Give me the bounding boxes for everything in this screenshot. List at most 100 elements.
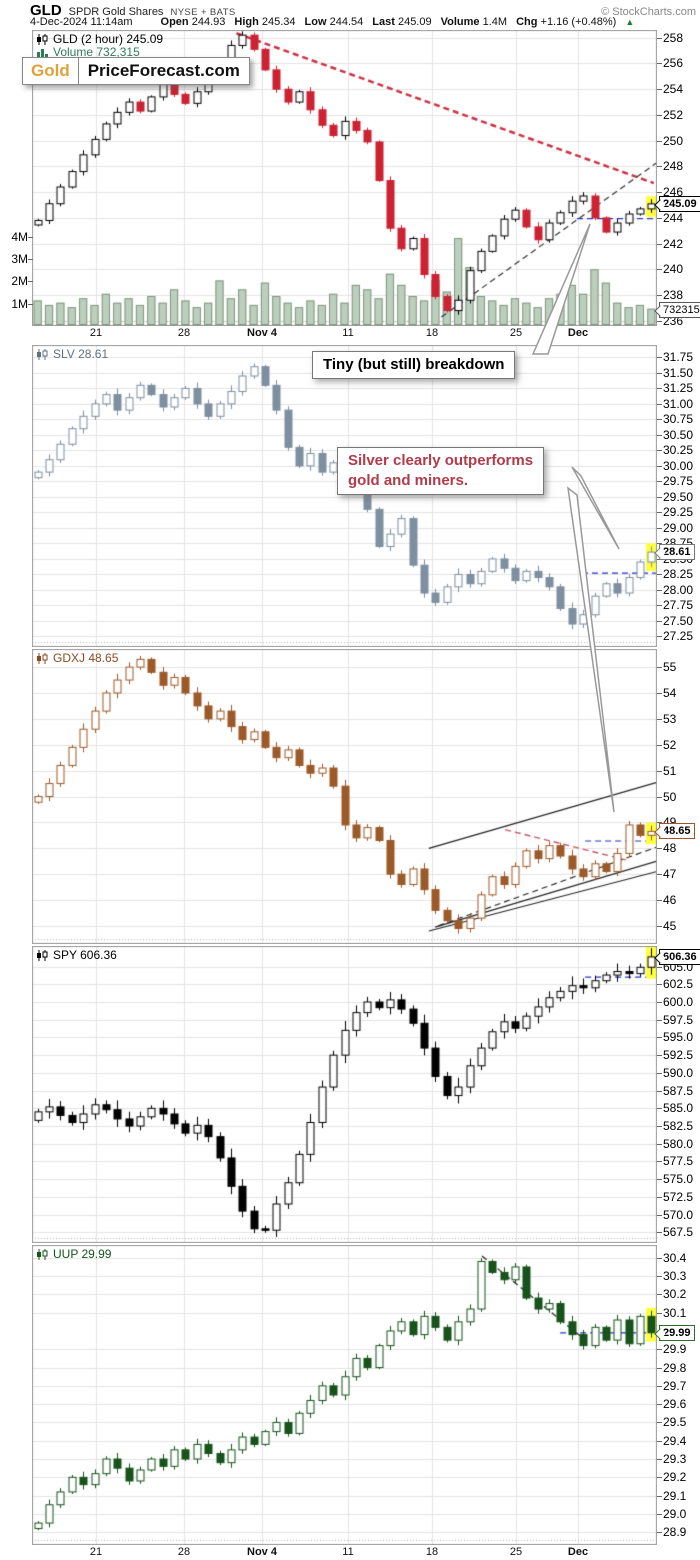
y-axis-label: 54 bbox=[663, 686, 677, 700]
y-axis-label: 572.5 bbox=[663, 1190, 694, 1204]
y-axis-tick-mark bbox=[657, 388, 662, 389]
y-axis-label: 29.3 bbox=[663, 1452, 687, 1466]
y-axis-tick-mark bbox=[657, 1368, 662, 1369]
volume-value: 1.4M bbox=[482, 16, 508, 28]
breakdown-annotation-text: Tiny (but still) breakdown bbox=[323, 356, 505, 373]
volume-axis-label: 4M bbox=[11, 230, 28, 244]
quote-datetime: 4-Dec-2024 11:14am bbox=[30, 16, 133, 28]
y-axis-label: 29.9 bbox=[663, 1342, 687, 1356]
quote-line: 4-Dec-2024 11:14am Open 244.93 High 245.… bbox=[30, 16, 634, 28]
y-axis-tick-mark bbox=[657, 605, 662, 606]
gdxj-panel-canvas bbox=[32, 649, 657, 944]
x-axis-label: 25 bbox=[509, 1546, 523, 1558]
y-axis-tick-mark bbox=[657, 797, 662, 798]
y-axis-label: 50 bbox=[663, 790, 677, 804]
y-axis-tick-mark bbox=[657, 1496, 662, 1497]
low-value: 244.54 bbox=[329, 16, 364, 28]
y-axis-tick-mark bbox=[657, 38, 662, 39]
candlestick-icon bbox=[37, 34, 48, 45]
y-axis-label: 31.25 bbox=[663, 381, 694, 395]
x-axis-label: 25 bbox=[509, 327, 523, 339]
y-axis-label: 55 bbox=[663, 660, 677, 674]
y-axis-tick-mark bbox=[657, 1179, 662, 1180]
y-axis-label: 240 bbox=[663, 262, 684, 276]
y-axis-tick-mark bbox=[657, 667, 662, 668]
y-axis-tick-mark bbox=[657, 466, 662, 467]
y-axis-label: 29.75 bbox=[663, 474, 694, 488]
gdxj-legend-text: GDXJ 48.65 bbox=[53, 651, 119, 665]
y-axis-label: 31.00 bbox=[663, 397, 694, 411]
x-axis-label: 18 bbox=[425, 1546, 439, 1558]
y-axis-label: 30.4 bbox=[663, 1251, 687, 1265]
volume-axis-tick-mark bbox=[28, 237, 33, 238]
quote-open: Open 244.93 bbox=[161, 16, 226, 28]
y-axis-label: 595.0 bbox=[663, 1030, 694, 1044]
y-axis-label: 252 bbox=[663, 108, 684, 122]
x-axis-label: 11 bbox=[342, 1546, 354, 1558]
y-axis-tick-mark bbox=[657, 166, 662, 167]
candlestick-icon bbox=[37, 1249, 48, 1260]
y-axis-label: 244 bbox=[663, 211, 684, 225]
y-axis-label: 30.50 bbox=[663, 428, 694, 442]
silver-annotation-line2: gold and miners. bbox=[348, 472, 469, 489]
y-axis-tick-mark bbox=[657, 115, 662, 116]
quote-last: Last 245.09 bbox=[372, 16, 431, 28]
y-axis-label: 256 bbox=[663, 56, 684, 70]
ticker-name: SPDR Gold Shares bbox=[68, 6, 164, 18]
x-axis-label: Dec bbox=[567, 327, 589, 339]
volume-axis-tick-mark bbox=[28, 281, 33, 282]
open-value: 244.93 bbox=[191, 16, 226, 28]
y-axis-tick-mark bbox=[657, 1091, 662, 1092]
gdxj-last-price-label: 48.65 bbox=[659, 823, 695, 839]
slv-last-price-label: 28.61 bbox=[659, 544, 695, 560]
y-axis-tick-mark bbox=[657, 1514, 662, 1515]
open-label: Open bbox=[160, 16, 189, 28]
y-axis-tick-mark bbox=[657, 1349, 662, 1350]
y-axis-label: 46 bbox=[663, 893, 677, 907]
y-axis-tick-mark bbox=[657, 1108, 662, 1109]
y-axis-label: 29.00 bbox=[663, 521, 694, 535]
y-axis-tick-mark bbox=[657, 63, 662, 64]
y-axis-tick-mark bbox=[657, 1055, 662, 1056]
y-axis-tick-mark bbox=[657, 1020, 662, 1021]
gdxj-legend-row: GDXJ 48.65 bbox=[36, 652, 118, 665]
y-axis-tick-mark bbox=[657, 1215, 662, 1216]
quote-low: Low 244.54 bbox=[305, 16, 364, 28]
y-axis-tick-mark bbox=[657, 771, 662, 772]
y-axis-tick-mark bbox=[657, 419, 662, 420]
uup-panel-canvas bbox=[32, 1245, 657, 1545]
y-axis-tick-mark bbox=[657, 848, 662, 849]
y-axis-label: 592.5 bbox=[663, 1048, 694, 1062]
y-axis-tick-mark bbox=[657, 1404, 662, 1405]
y-axis-tick-mark bbox=[657, 192, 662, 193]
y-axis-label: 27.25 bbox=[663, 629, 694, 643]
y-axis-tick-mark bbox=[657, 1441, 662, 1442]
volume-label: Volume bbox=[440, 16, 480, 28]
quote-high: High 245.34 bbox=[234, 16, 295, 28]
y-axis-label: 31.50 bbox=[663, 366, 694, 380]
y-axis-tick-mark bbox=[657, 357, 662, 358]
y-axis-label: 254 bbox=[663, 82, 684, 96]
silver-annotation-line1: Silver clearly outperforms bbox=[348, 452, 534, 469]
candlestick-icon bbox=[37, 349, 48, 360]
y-axis-tick-mark bbox=[657, 1276, 662, 1277]
y-axis-label: 52 bbox=[663, 738, 677, 752]
y-axis-tick-mark bbox=[657, 967, 662, 968]
y-axis-label: 30.2 bbox=[663, 1287, 687, 1301]
y-axis-label: 575.0 bbox=[663, 1172, 694, 1186]
y-axis-tick-mark bbox=[657, 926, 662, 927]
y-axis-tick-mark bbox=[657, 512, 662, 513]
y-axis-tick-mark bbox=[657, 1459, 662, 1460]
y-axis-label: 585.0 bbox=[663, 1101, 694, 1115]
slv-legend-text: SLV 28.61 bbox=[53, 347, 109, 361]
x-axis-label: Nov 4 bbox=[247, 1546, 277, 1558]
goldpriceforecast-logo: Gold PriceForecast.com bbox=[22, 57, 250, 85]
volume-axis-tick-mark bbox=[28, 304, 33, 305]
y-axis-label: 30.1 bbox=[663, 1306, 687, 1320]
change-value: +1.16 (+0.48%) bbox=[540, 16, 617, 28]
y-axis-label: 28.25 bbox=[663, 567, 694, 581]
volume-axis-label: 3M bbox=[11, 252, 28, 266]
y-axis-tick-mark bbox=[657, 1037, 662, 1038]
y-axis-tick-mark bbox=[657, 1126, 662, 1127]
up-arrow-icon: ▲ bbox=[625, 17, 635, 27]
